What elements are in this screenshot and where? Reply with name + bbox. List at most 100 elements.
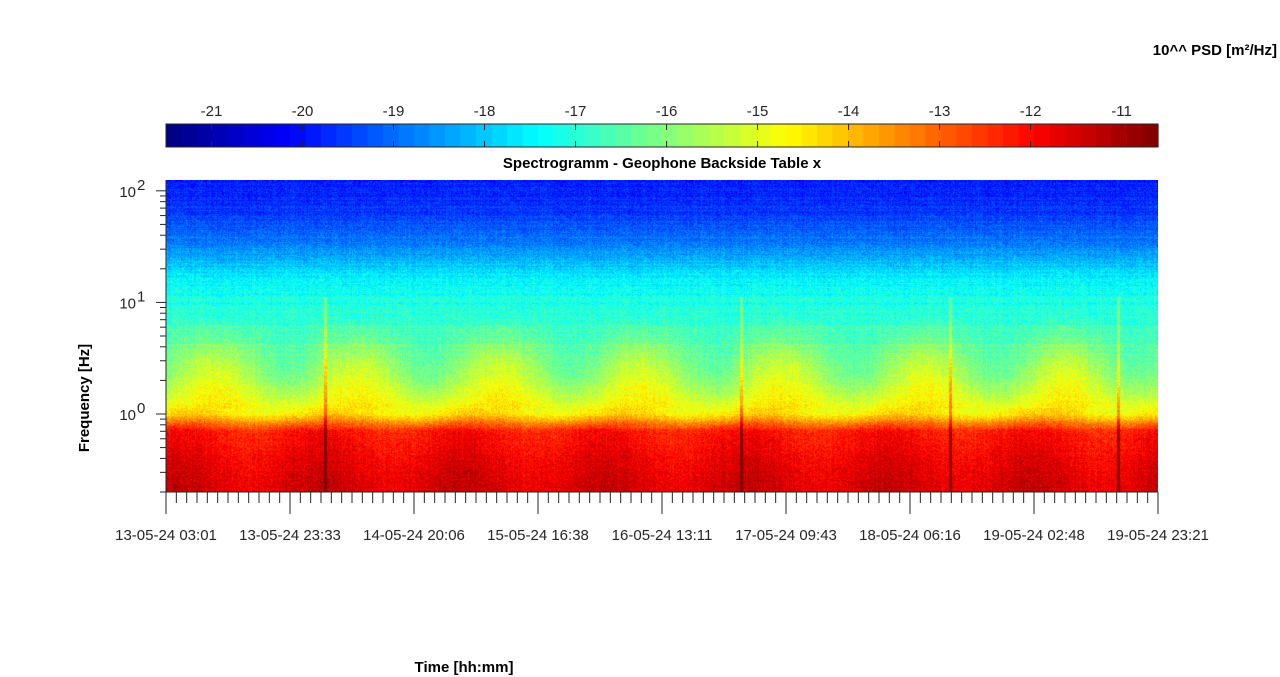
colorbar-segment xyxy=(398,124,415,147)
y-tick-exponent: 2 xyxy=(137,177,145,194)
colorbar-segment xyxy=(677,124,694,147)
colorbar-title: 10^^ PSD [m²/Hz] xyxy=(1153,42,1277,59)
colorbar-segment xyxy=(1018,124,1035,147)
y-tick-exponent: 0 xyxy=(137,400,145,417)
colorbar-segment xyxy=(724,124,741,147)
x-tick-label: 18-05-24 06:16 xyxy=(859,527,961,544)
colorbar-segment xyxy=(1127,124,1144,147)
colorbar-segment xyxy=(584,124,601,147)
colorbar-segment xyxy=(507,124,524,147)
x-tick-label: 13-05-24 23:33 xyxy=(239,527,341,544)
spectrogram-heatmap xyxy=(166,180,1158,492)
colorbar-segment xyxy=(352,124,369,147)
chart-title: Spectrogramm - Geophone Backside Table x xyxy=(503,155,822,172)
colorbar-tick-label: -11 xyxy=(1111,103,1132,120)
colorbar-segment xyxy=(414,124,431,147)
colorbar-tick-label: -21 xyxy=(201,103,223,120)
colorbar-segment xyxy=(383,124,400,147)
colorbar-segment xyxy=(910,124,927,147)
colorbar-segment xyxy=(832,124,849,147)
colorbar-segment xyxy=(445,124,462,147)
colorbar-segment xyxy=(522,124,539,147)
colorbar-segment xyxy=(166,124,183,147)
colorbar-segment xyxy=(956,124,973,147)
colorbar-segment xyxy=(941,124,958,147)
colorbar-segment xyxy=(321,124,338,147)
x-tick-label: 14-05-24 20:06 xyxy=(363,527,465,544)
colorbar-tick-label: -16 xyxy=(656,103,678,120)
colorbar-segment xyxy=(259,124,276,147)
colorbar-segment xyxy=(1096,124,1113,147)
y-axis-label: Frequency [Hz] xyxy=(76,344,93,452)
colorbar-segment xyxy=(708,124,725,147)
colorbar-segment xyxy=(429,124,446,147)
colorbar-segment xyxy=(646,124,663,147)
colorbar-segment xyxy=(538,124,555,147)
colorbar-segment xyxy=(228,124,245,147)
colorbar-segment xyxy=(243,124,260,147)
colorbar-tick-label: -13 xyxy=(929,103,951,120)
colorbar-segment xyxy=(894,124,911,147)
colorbar-tick-label: -17 xyxy=(565,103,587,120)
colorbar-segment xyxy=(336,124,353,147)
colorbar-segment xyxy=(1080,124,1097,147)
colorbar-segment xyxy=(801,124,818,147)
colorbar-segment xyxy=(1065,124,1082,147)
y-tick-label: 10 xyxy=(119,295,136,312)
colorbar-segment xyxy=(460,124,477,147)
colorbar-segment xyxy=(367,124,384,147)
colorbar-tick-label: -19 xyxy=(383,103,405,120)
colorbar-segment xyxy=(181,124,198,147)
colorbar-segment xyxy=(274,124,291,147)
colorbar-tick-label: -20 xyxy=(292,103,314,120)
colorbar-segment xyxy=(1111,124,1128,147)
colorbar-segment xyxy=(879,124,896,147)
colorbar-segment xyxy=(553,124,570,147)
colorbar-segment xyxy=(1049,124,1066,147)
colorbar-segment xyxy=(615,124,632,147)
colorbar-segment xyxy=(987,124,1004,147)
spectrogram-plot-area xyxy=(166,180,1158,492)
colorbar-segment xyxy=(212,124,229,147)
colorbar-tick-label: -12 xyxy=(1020,103,1042,120)
colorbar-segment xyxy=(739,124,756,147)
colorbar-segment xyxy=(848,124,865,147)
x-tick-label: 13-05-24 03:01 xyxy=(115,527,217,544)
colorbar-segment xyxy=(693,124,710,147)
colorbar: -21 -20 -19 -18 -17 -16 -15 -14 -13 -12 -11 xyxy=(165,103,1159,148)
colorbar-tick-label: -18 xyxy=(474,103,496,120)
colorbar-tick-label: -15 xyxy=(747,103,769,120)
colorbar-segment xyxy=(476,124,493,147)
colorbar-segment xyxy=(631,124,648,147)
colorbar-segment xyxy=(1034,124,1051,147)
x-tick-label: 15-05-24 16:38 xyxy=(487,527,589,544)
colorbar-segment xyxy=(600,124,617,147)
colorbar-segment xyxy=(197,124,214,147)
y-tick-label: 10 xyxy=(119,407,136,424)
y-tick-label: 10 xyxy=(119,184,136,201)
colorbar-segment xyxy=(305,124,322,147)
colorbar-segment xyxy=(491,124,508,147)
colorbar-tick-label: -14 xyxy=(838,103,860,120)
colorbar-segment xyxy=(770,124,787,147)
colorbar-segment xyxy=(569,124,586,147)
colorbar-segment xyxy=(662,124,679,147)
colorbar-segment xyxy=(290,124,307,147)
colorbar-segment xyxy=(817,124,834,147)
colorbar-segment xyxy=(863,124,880,147)
x-tick-label: 19-05-24 23:21 xyxy=(1107,527,1209,544)
x-tick-label: 16-05-24 13:11 xyxy=(612,527,713,544)
colorbar-segment xyxy=(972,124,989,147)
x-tick-label: 19-05-24 02:48 xyxy=(983,527,1085,544)
x-tick-label: 17-05-24 09:43 xyxy=(735,527,837,544)
colorbar-segment xyxy=(786,124,803,147)
colorbar-segment xyxy=(1142,124,1159,147)
colorbar-segment xyxy=(925,124,942,147)
colorbar-segment xyxy=(1003,124,1020,147)
colorbar-frame xyxy=(165,123,1159,148)
x-axis-label: Time [hh:mm] xyxy=(415,659,514,676)
y-tick-exponent: 1 xyxy=(137,288,145,305)
colorbar-segment xyxy=(755,124,772,147)
